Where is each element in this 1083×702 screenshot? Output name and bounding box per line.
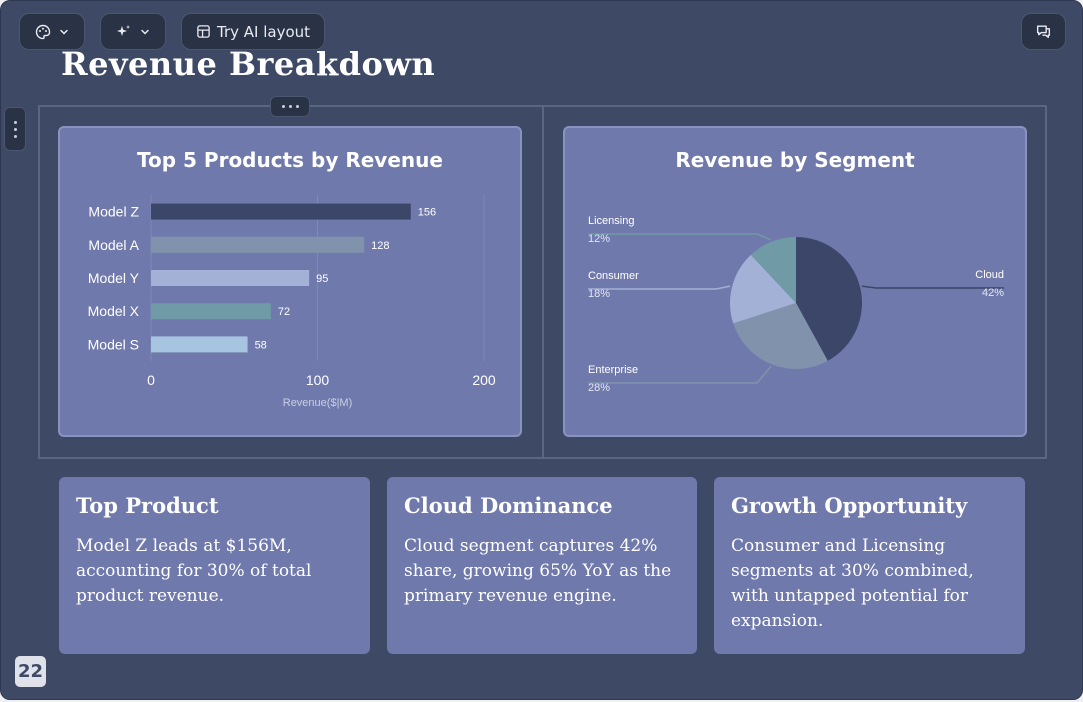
comment-icon (1036, 25, 1051, 39)
pie-chart: Cloud 42% Enterprise 28% Consumer 18% Licensin… (588, 215, 1004, 394)
insight-body: Consumer and Licensing segments at 30% c… (731, 536, 974, 631)
bar-chart-title: Top 5 Products by Revenue (137, 148, 443, 172)
grip-dot (295, 105, 299, 108)
grip-dot (13, 134, 17, 138)
pie-slice (750, 237, 796, 303)
data-label: 72 (278, 306, 290, 318)
chart-region-grip[interactable] (270, 96, 310, 117)
slice-value: 28% (588, 382, 610, 394)
insight-card-top-product[interactable]: Top Product Model Z leads at $156M, acco… (59, 477, 370, 654)
data-label: 58 (255, 339, 267, 351)
layout-icon (197, 25, 210, 38)
data-label: 95 (316, 273, 328, 285)
pie-slice (796, 237, 862, 361)
slice-label: Licensing (588, 215, 634, 227)
slice-value: 18% (588, 288, 610, 300)
drag-handle[interactable] (4, 107, 26, 151)
bar (151, 303, 271, 320)
pie-chart-card[interactable]: Revenue by Segment Cloud 42% Enterprise 28%… (563, 126, 1027, 437)
data-label: 128 (371, 240, 389, 252)
chart-region-divider[interactable] (542, 105, 544, 459)
x-axis-label: Revenue($|M) (283, 397, 353, 409)
comments-button[interactable] (1021, 13, 1066, 50)
y-tick-label: Model S (88, 336, 139, 352)
grip-dot (13, 127, 17, 131)
page-number-badge[interactable]: 22 (15, 656, 46, 687)
grip-dot (281, 105, 285, 108)
x-tick-label: 100 (306, 372, 330, 388)
chevron-down-icon (60, 29, 68, 35)
insight-card-growth-opportunity[interactable]: Growth Opportunity Consumer and Licensin… (714, 477, 1025, 654)
x-tick-label: 200 (472, 372, 496, 388)
y-tick-label: Model Y (88, 270, 140, 286)
page-title[interactable]: Revenue Breakdown (61, 45, 436, 83)
chevron-down-icon (141, 29, 149, 35)
insight-title: Cloud Dominance (404, 493, 613, 518)
insight-body: Cloud segment captures 42% share, growin… (404, 536, 672, 606)
pie-slice (733, 303, 828, 369)
leader-line (861, 285, 1004, 289)
insight-title: Top Product (76, 493, 219, 518)
bar-chart-card[interactable]: Top 5 Products by Revenue 0 100 200 Model Z… (58, 126, 522, 437)
leader-line (588, 365, 772, 384)
x-tick-label: 0 (147, 372, 155, 388)
palette-icon (35, 24, 51, 39)
theme-dropdown-button[interactable] (19, 13, 85, 50)
bar (151, 270, 310, 286)
slice-value: 12% (588, 233, 610, 245)
try-ai-layout-label: Try AI layout (216, 22, 311, 41)
y-tick-label: Model Z (88, 204, 139, 220)
slice-label: Cloud (975, 269, 1004, 281)
bar (151, 203, 411, 220)
bar (151, 336, 248, 353)
slice-label: Enterprise (588, 364, 638, 376)
insight-title: Growth Opportunity (731, 493, 968, 518)
y-tick-label: Model A (88, 237, 139, 253)
leader-line (588, 233, 772, 241)
pie-chart-title: Revenue by Segment (675, 148, 915, 172)
insight-body: Model Z leads at $156M, accounting for 3… (76, 536, 312, 606)
insight-card-cloud-dominance[interactable]: Cloud Dominance Cloud segment captures 4… (387, 477, 697, 654)
slice-label: Consumer (588, 270, 639, 282)
leader-line (588, 285, 731, 290)
pie-slice (730, 254, 796, 324)
bar (151, 236, 365, 253)
ai-dropdown-button[interactable] (100, 13, 166, 50)
slice-value: 42% (982, 287, 1004, 299)
bar-chart: 0 100 200 Model Z 156 Model A 128 Model Y 95 Mode… (88, 195, 496, 409)
grip-dot (288, 105, 292, 108)
y-tick-label: Model X (88, 303, 140, 319)
sparkles-icon (117, 24, 130, 36)
try-ai-layout-button[interactable]: Try AI layout (181, 13, 325, 50)
grip-dot (13, 120, 17, 124)
data-label: 156 (418, 207, 436, 219)
